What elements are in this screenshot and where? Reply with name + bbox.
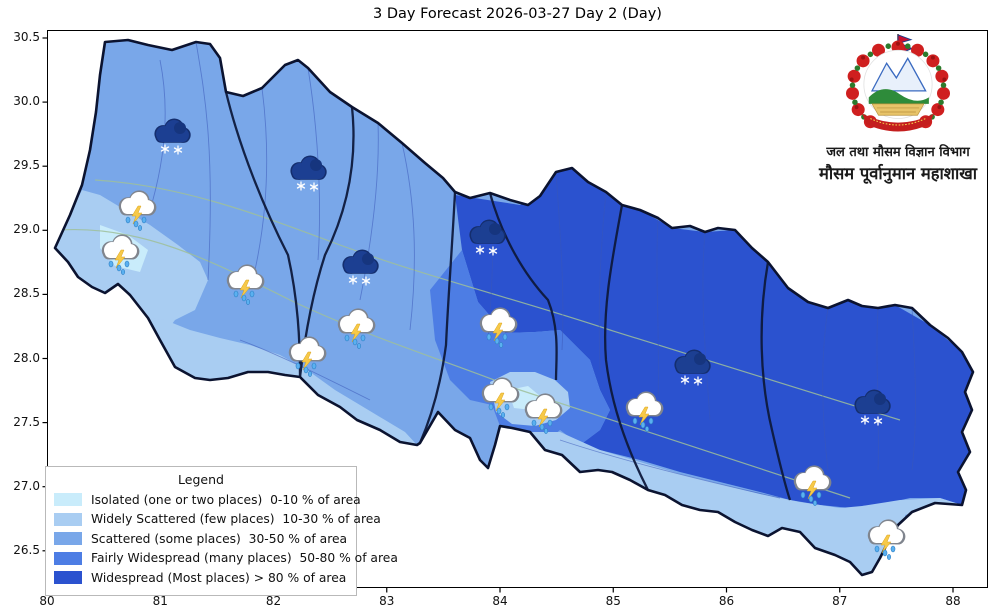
x-tick-label: 85: [605, 594, 621, 608]
mountain-icon: [870, 57, 927, 92]
legend-label: Isolated (one or two places) 0-10 % of a…: [91, 492, 361, 507]
legend-item: Scattered (some places) 30-50 % of area: [52, 529, 350, 549]
terraced-fields: [871, 103, 925, 116]
x-tick-label: 80: [39, 594, 55, 608]
legend-item: Fairly Widespread (many places) 50-80 % …: [52, 549, 398, 569]
district-boundaries: [149, 41, 916, 499]
y-tick-label: 28.5: [13, 286, 40, 301]
x-tick-label: 86: [718, 594, 735, 608]
legend-swatch-widely_scattered: [54, 512, 82, 526]
legend-item: Widespread (Most places) > 80 % of area: [52, 568, 350, 588]
map-region-widespread-east: [455, 168, 973, 508]
legend-label: Widespread (Most places) > 80 % of area: [91, 570, 347, 585]
legend: Legend Isolated (one or two places) 0-10…: [45, 466, 398, 596]
legend-swatch-widespread: [54, 571, 82, 585]
y-tick-label: 29.5: [13, 158, 40, 173]
x-tick-label: 82: [265, 594, 282, 608]
legend-swatch-fairly_widespread: [54, 551, 82, 565]
dhm-logo: जल तथा मौसम विज्ञान विभाग मौसम पूर्वानुम…: [808, 32, 988, 184]
legend-item: Isolated (one or two places) 0-10 % of a…: [52, 490, 361, 510]
x-tick-label: 84: [492, 594, 508, 608]
physiographic-lines: [59, 179, 901, 499]
dhm-emblem: [846, 34, 950, 132]
logo-text-line2: मौसम पूर्वानुमान महाशाखा: [818, 164, 978, 183]
x-tick-label: 83: [379, 594, 395, 608]
y-tick-label: 26.5: [13, 542, 40, 557]
legend-title: Legend: [178, 472, 224, 487]
x-tick-label: 81: [152, 594, 168, 608]
y-tick-label: 30.5: [13, 30, 40, 44]
y-tick-label: 29.0: [13, 222, 40, 237]
legend-item: Widely Scattered (few places) 10-30 % of…: [52, 510, 381, 530]
figure-title: 3 Day Forecast 2026-03-27 Day 2 (Day): [373, 6, 662, 22]
legend-rows: Isolated (one or two places) 0-10 % of a…: [52, 490, 398, 588]
legend-swatch-isolated: [54, 493, 82, 507]
legend-label: Widely Scattered (few places) 10-30 % of…: [91, 512, 381, 527]
map-region-se-corner: [850, 498, 962, 575]
x-tick-label: 88: [945, 594, 961, 608]
y-tick-label: 30.0: [13, 94, 40, 109]
map-region-se-scattered-pocket: [905, 505, 958, 568]
y-tick-label: 28.0: [13, 350, 40, 365]
logo-text-line1: जल तथा मौसम विज्ञान विभाग: [826, 145, 970, 160]
y-tick-label: 27.5: [13, 414, 40, 429]
y-tick-label: 27.0: [13, 478, 40, 493]
x-tick-label: 87: [832, 594, 848, 608]
emblem-center: [863, 49, 933, 119]
ribbon-banner: [862, 113, 934, 132]
legend-label: Scattered (some places) 30-50 % of area: [91, 531, 348, 546]
green-hills: [868, 89, 929, 104]
legend-label: Fairly Widespread (many places) 50-80 % …: [91, 551, 398, 566]
legend-swatch-scattered: [54, 532, 82, 546]
